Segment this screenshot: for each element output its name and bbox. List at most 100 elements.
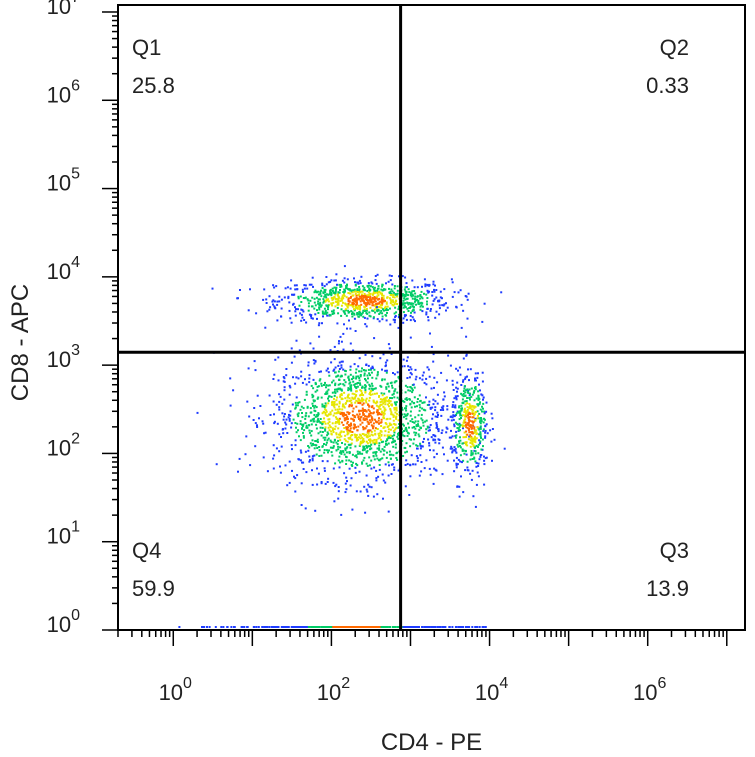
data-point-2-344 (464, 415, 467, 418)
data-point-1-1194 (369, 385, 372, 388)
data-point-1-1021 (350, 417, 353, 420)
data-point-0-266 (379, 291, 382, 294)
data-point-1-1448 (425, 428, 428, 431)
data-point-0-890 (376, 295, 379, 298)
data-point-1-1438 (411, 426, 414, 429)
data-point-1-1470 (295, 431, 298, 434)
data-point-1-592 (384, 403, 387, 406)
data-point-2-297 (477, 404, 480, 407)
data-point-1-1462 (301, 381, 304, 384)
data-point-2-145 (468, 403, 471, 405)
data-point-0-796 (459, 289, 462, 292)
data-point-0-583 (371, 282, 374, 285)
data-point-1-1457 (390, 453, 393, 456)
data-point-0-883 (377, 287, 380, 290)
data-point-1-875 (297, 415, 300, 418)
data-point-1-1473 (378, 412, 381, 414)
data-point-2-348 (476, 432, 478, 435)
data-point-0-291 (300, 301, 303, 303)
data-point-1-1120 (370, 433, 373, 436)
data-point-2-356 (478, 397, 481, 400)
data-point-2-396 (466, 433, 469, 436)
data-point-1-706 (371, 393, 374, 396)
data-point-1-718 (382, 405, 385, 408)
data-point-0-730 (339, 286, 342, 288)
data-point-1-529 (393, 401, 396, 404)
data-point-2-263 (474, 450, 477, 453)
data-point-1-54 (367, 364, 370, 367)
data-point-0-207 (297, 308, 299, 311)
data-point-0-682 (339, 300, 342, 302)
data-point-1-471 (254, 445, 257, 448)
data-point-1-1288 (367, 429, 370, 432)
data-point-1-700 (378, 447, 381, 450)
data-point-1-1620 (372, 412, 375, 415)
data-point-1-648 (403, 424, 405, 427)
data-point-1-1637 (362, 413, 365, 416)
data-point-2-139 (464, 394, 467, 397)
data-point-1-1390 (357, 402, 360, 404)
data-point-0-375 (369, 315, 372, 318)
data-point-0-262 (318, 335, 321, 338)
data-point-1-52 (403, 365, 406, 368)
data-point-1-1285 (351, 508, 354, 511)
data-point-1-62 (336, 390, 339, 393)
data-point-0-130 (380, 309, 383, 312)
data-point-2-316 (458, 418, 461, 421)
data-point-0-439 (335, 286, 338, 289)
data-point-1-1252 (394, 423, 397, 426)
data-point-1-22 (432, 353, 435, 356)
data-point-2-44 (491, 428, 494, 430)
data-point-1-809 (383, 392, 386, 395)
data-point-1-1032 (416, 400, 419, 403)
data-point-0-518 (365, 325, 368, 328)
data-point-0-818 (333, 286, 336, 289)
axis-event-289 (454, 626, 457, 628)
data-point-1-1455 (274, 358, 277, 361)
data-point-0-603 (289, 287, 292, 290)
data-point-0-368 (346, 305, 349, 308)
data-point-2-282 (476, 403, 479, 406)
data-point-0-384 (432, 283, 435, 286)
data-point-0-850 (378, 301, 381, 304)
data-point-1-1162 (358, 451, 361, 454)
data-point-1-84 (304, 417, 307, 420)
data-point-1-843 (362, 402, 365, 405)
data-point-1-856 (372, 495, 375, 498)
axis-event-298 (318, 626, 320, 628)
data-point-1-1685 (411, 387, 413, 390)
data-point-1-158 (409, 463, 412, 466)
data-point-1-323 (409, 336, 412, 339)
data-point-2-274 (463, 408, 466, 411)
data-point-1-1308 (358, 379, 361, 382)
data-point-1-911 (389, 409, 392, 412)
data-point-0-513 (380, 304, 383, 307)
data-point-1-579 (249, 464, 252, 467)
data-point-1-109 (375, 454, 378, 457)
data-point-1-617 (390, 353, 393, 355)
data-point-1-127 (394, 411, 397, 414)
data-point-2-277 (452, 401, 455, 404)
data-point-1-1565 (324, 412, 327, 414)
data-point-1-1578 (301, 427, 303, 430)
data-point-1-763 (341, 408, 344, 411)
data-point-0-728 (364, 309, 367, 312)
data-point-1-776 (333, 428, 336, 431)
data-point-1-168 (295, 396, 298, 399)
data-point-1-1167 (381, 473, 384, 476)
data-point-0-46 (295, 308, 297, 311)
data-point-0-799 (414, 292, 417, 295)
data-point-0-96 (287, 297, 290, 300)
data-point-1-621 (282, 418, 285, 421)
data-point-1-299 (333, 390, 336, 393)
data-point-2-12 (460, 409, 463, 412)
data-point-0-576 (386, 311, 388, 314)
data-point-1-396 (386, 403, 389, 406)
data-point-1-930 (422, 424, 425, 427)
data-point-0-25 (346, 278, 349, 281)
data-point-1-371 (383, 378, 386, 381)
data-point-1-1636 (327, 477, 330, 480)
data-point-1-1443 (415, 431, 418, 434)
data-point-2-140 (463, 452, 466, 455)
data-point-0-783 (392, 301, 395, 303)
